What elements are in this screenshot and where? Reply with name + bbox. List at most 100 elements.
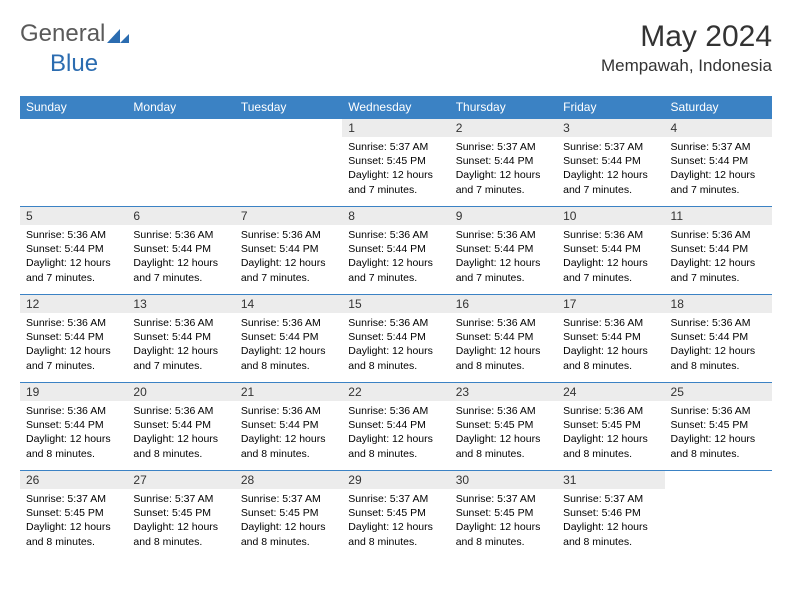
month-title: May 2024 — [601, 20, 772, 54]
day-details: Sunrise: 5:36 AMSunset: 5:44 PMDaylight:… — [450, 225, 557, 289]
calendar-table: SundayMondayTuesdayWednesdayThursdayFrid… — [20, 96, 772, 559]
day-number: 6 — [127, 207, 234, 225]
day-details: Sunrise: 5:36 AMSunset: 5:44 PMDaylight:… — [235, 225, 342, 289]
day-number: 8 — [342, 207, 449, 225]
weekday-header: Monday — [127, 96, 234, 119]
calendar-week: 26Sunrise: 5:37 AMSunset: 5:45 PMDayligh… — [20, 471, 772, 559]
day-details: Sunrise: 5:36 AMSunset: 5:44 PMDaylight:… — [20, 313, 127, 377]
day-details: Sunrise: 5:37 AMSunset: 5:45 PMDaylight:… — [127, 489, 234, 553]
calendar-head: SundayMondayTuesdayWednesdayThursdayFrid… — [20, 96, 772, 119]
location: Mempawah, Indonesia — [601, 56, 772, 76]
day-details: Sunrise: 5:37 AMSunset: 5:45 PMDaylight:… — [20, 489, 127, 553]
day-number: 15 — [342, 295, 449, 313]
day-details: Sunrise: 5:36 AMSunset: 5:44 PMDaylight:… — [127, 225, 234, 289]
calendar-day: 24Sunrise: 5:36 AMSunset: 5:45 PMDayligh… — [557, 383, 664, 471]
day-details: Sunrise: 5:36 AMSunset: 5:44 PMDaylight:… — [557, 225, 664, 289]
calendar-day: 17Sunrise: 5:36 AMSunset: 5:44 PMDayligh… — [557, 295, 664, 383]
day-number: 4 — [665, 119, 772, 137]
calendar-day: 26Sunrise: 5:37 AMSunset: 5:45 PMDayligh… — [20, 471, 127, 559]
calendar-day: 25Sunrise: 5:36 AMSunset: 5:45 PMDayligh… — [665, 383, 772, 471]
calendar-day: 5Sunrise: 5:36 AMSunset: 5:44 PMDaylight… — [20, 207, 127, 295]
day-details: Sunrise: 5:37 AMSunset: 5:44 PMDaylight:… — [665, 137, 772, 201]
day-number: 27 — [127, 471, 234, 489]
day-details: Sunrise: 5:36 AMSunset: 5:44 PMDaylight:… — [127, 401, 234, 465]
day-number: 12 — [20, 295, 127, 313]
day-details: Sunrise: 5:36 AMSunset: 5:44 PMDaylight:… — [235, 313, 342, 377]
weekday-header: Tuesday — [235, 96, 342, 119]
day-number: 29 — [342, 471, 449, 489]
day-number: 22 — [342, 383, 449, 401]
calendar-day: 19Sunrise: 5:36 AMSunset: 5:44 PMDayligh… — [20, 383, 127, 471]
day-details: Sunrise: 5:36 AMSunset: 5:45 PMDaylight:… — [557, 401, 664, 465]
day-details: Sunrise: 5:37 AMSunset: 5:45 PMDaylight:… — [235, 489, 342, 553]
calendar-day: 28Sunrise: 5:37 AMSunset: 5:45 PMDayligh… — [235, 471, 342, 559]
day-number: 11 — [665, 207, 772, 225]
calendar-week: 19Sunrise: 5:36 AMSunset: 5:44 PMDayligh… — [20, 383, 772, 471]
calendar-week: 12Sunrise: 5:36 AMSunset: 5:44 PMDayligh… — [20, 295, 772, 383]
calendar-day: 4Sunrise: 5:37 AMSunset: 5:44 PMDaylight… — [665, 119, 772, 207]
calendar-day: 6Sunrise: 5:36 AMSunset: 5:44 PMDaylight… — [127, 207, 234, 295]
day-details: Sunrise: 5:37 AMSunset: 5:46 PMDaylight:… — [557, 489, 664, 553]
day-details: Sunrise: 5:36 AMSunset: 5:44 PMDaylight:… — [450, 313, 557, 377]
calendar-day: .. — [20, 119, 127, 207]
day-details: Sunrise: 5:37 AMSunset: 5:44 PMDaylight:… — [450, 137, 557, 201]
day-details: Sunrise: 5:36 AMSunset: 5:45 PMDaylight:… — [450, 401, 557, 465]
calendar-day: .. — [665, 471, 772, 559]
day-number: 3 — [557, 119, 664, 137]
day-number: 17 — [557, 295, 664, 313]
calendar-day: 10Sunrise: 5:36 AMSunset: 5:44 PMDayligh… — [557, 207, 664, 295]
day-number: 10 — [557, 207, 664, 225]
day-details: Sunrise: 5:36 AMSunset: 5:44 PMDaylight:… — [557, 313, 664, 377]
calendar-day: 23Sunrise: 5:36 AMSunset: 5:45 PMDayligh… — [450, 383, 557, 471]
day-number: 20 — [127, 383, 234, 401]
day-number: 18 — [665, 295, 772, 313]
calendar-day: 2Sunrise: 5:37 AMSunset: 5:44 PMDaylight… — [450, 119, 557, 207]
day-number: 26 — [20, 471, 127, 489]
calendar-day: 22Sunrise: 5:36 AMSunset: 5:44 PMDayligh… — [342, 383, 449, 471]
calendar-week: ......1Sunrise: 5:37 AMSunset: 5:45 PMDa… — [20, 119, 772, 207]
calendar-day: 11Sunrise: 5:36 AMSunset: 5:44 PMDayligh… — [665, 207, 772, 295]
calendar-day: 30Sunrise: 5:37 AMSunset: 5:45 PMDayligh… — [450, 471, 557, 559]
calendar-day: 12Sunrise: 5:36 AMSunset: 5:44 PMDayligh… — [20, 295, 127, 383]
day-details: Sunrise: 5:36 AMSunset: 5:44 PMDaylight:… — [342, 225, 449, 289]
calendar-week: 5Sunrise: 5:36 AMSunset: 5:44 PMDaylight… — [20, 207, 772, 295]
day-number: 23 — [450, 383, 557, 401]
day-number: 16 — [450, 295, 557, 313]
day-number: 28 — [235, 471, 342, 489]
calendar-day: 16Sunrise: 5:36 AMSunset: 5:44 PMDayligh… — [450, 295, 557, 383]
day-details: Sunrise: 5:36 AMSunset: 5:44 PMDaylight:… — [127, 313, 234, 377]
day-details: Sunrise: 5:37 AMSunset: 5:45 PMDaylight:… — [342, 137, 449, 201]
calendar-day: 21Sunrise: 5:36 AMSunset: 5:44 PMDayligh… — [235, 383, 342, 471]
day-details: Sunrise: 5:36 AMSunset: 5:44 PMDaylight:… — [20, 401, 127, 465]
calendar-day: .. — [235, 119, 342, 207]
logo-text-blue: Blue — [50, 50, 98, 77]
logo-icon — [107, 25, 129, 43]
day-number: 21 — [235, 383, 342, 401]
calendar-body: ......1Sunrise: 5:37 AMSunset: 5:45 PMDa… — [20, 119, 772, 559]
title-block: May 2024 Mempawah, Indonesia — [601, 20, 772, 76]
day-number: 19 — [20, 383, 127, 401]
day-number: 5 — [20, 207, 127, 225]
weekday-header: Saturday — [665, 96, 772, 119]
logo-text-general: General — [20, 20, 105, 48]
calendar-day: 3Sunrise: 5:37 AMSunset: 5:44 PMDaylight… — [557, 119, 664, 207]
day-details: Sunrise: 5:36 AMSunset: 5:44 PMDaylight:… — [665, 313, 772, 377]
calendar-day: 14Sunrise: 5:36 AMSunset: 5:44 PMDayligh… — [235, 295, 342, 383]
calendar-day: 27Sunrise: 5:37 AMSunset: 5:45 PMDayligh… — [127, 471, 234, 559]
weekday-header: Sunday — [20, 96, 127, 119]
calendar-day: 31Sunrise: 5:37 AMSunset: 5:46 PMDayligh… — [557, 471, 664, 559]
calendar-day: 8Sunrise: 5:36 AMSunset: 5:44 PMDaylight… — [342, 207, 449, 295]
calendar-day: 13Sunrise: 5:36 AMSunset: 5:44 PMDayligh… — [127, 295, 234, 383]
calendar-day: .. — [127, 119, 234, 207]
calendar-day: 9Sunrise: 5:36 AMSunset: 5:44 PMDaylight… — [450, 207, 557, 295]
day-details: Sunrise: 5:36 AMSunset: 5:45 PMDaylight:… — [665, 401, 772, 465]
day-number: 2 — [450, 119, 557, 137]
day-number: 7 — [235, 207, 342, 225]
day-details: Sunrise: 5:36 AMSunset: 5:44 PMDaylight:… — [235, 401, 342, 465]
weekday-header: Friday — [557, 96, 664, 119]
calendar-day: 29Sunrise: 5:37 AMSunset: 5:45 PMDayligh… — [342, 471, 449, 559]
weekday-header: Thursday — [450, 96, 557, 119]
day-details: Sunrise: 5:36 AMSunset: 5:44 PMDaylight:… — [342, 313, 449, 377]
weekday-header: Wednesday — [342, 96, 449, 119]
day-details: Sunrise: 5:37 AMSunset: 5:44 PMDaylight:… — [557, 137, 664, 201]
